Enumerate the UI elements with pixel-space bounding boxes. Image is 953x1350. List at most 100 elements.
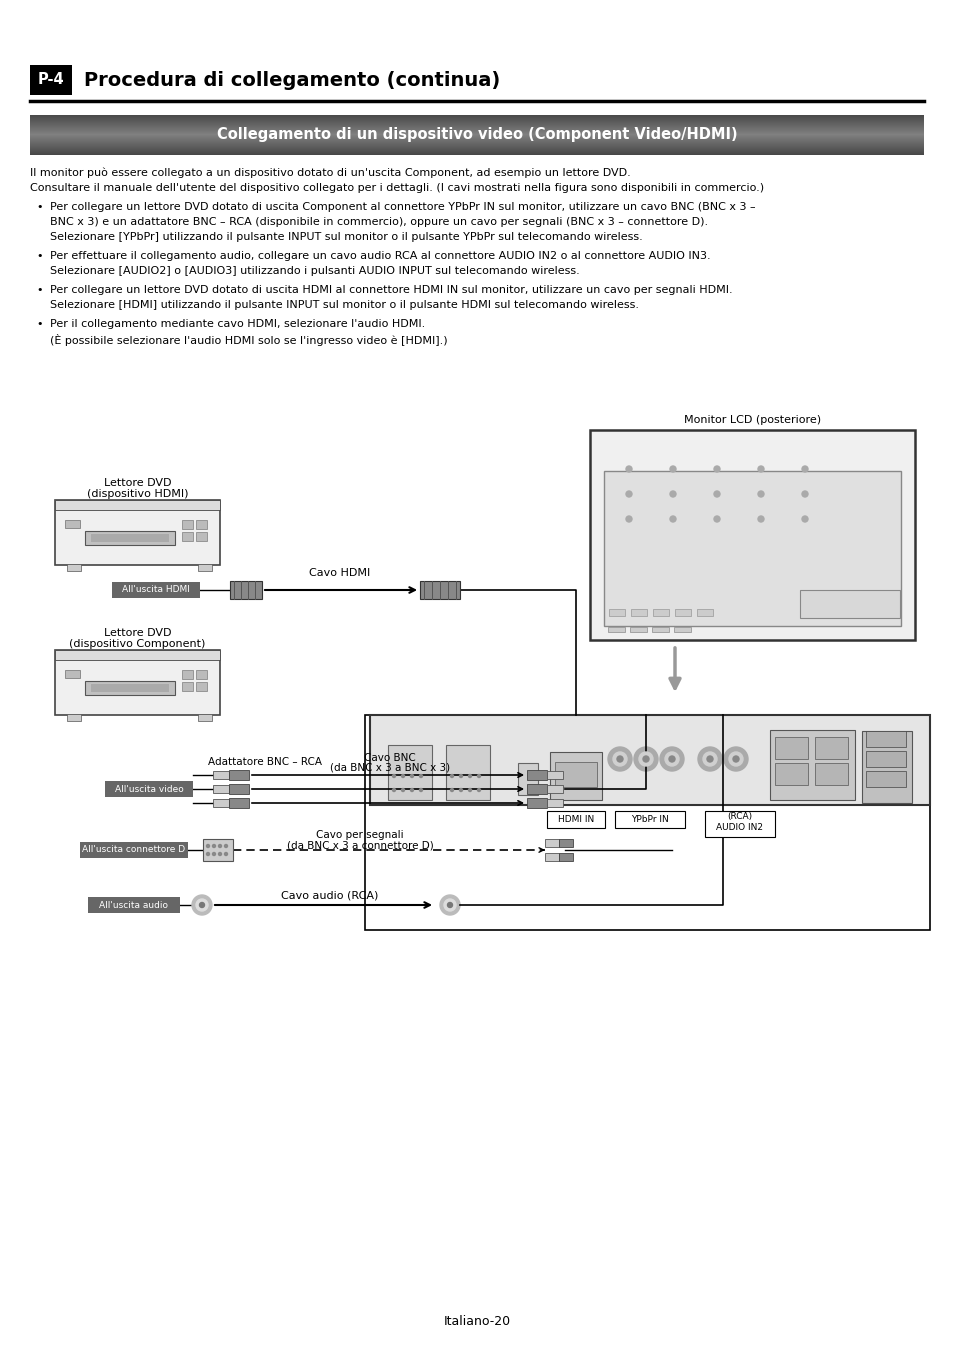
Circle shape bbox=[401, 775, 404, 778]
Text: Lettore DVD: Lettore DVD bbox=[104, 478, 172, 487]
Bar bbox=[203, 838, 233, 861]
Text: P-4: P-4 bbox=[38, 73, 64, 88]
Bar bbox=[229, 769, 249, 780]
Circle shape bbox=[468, 775, 471, 778]
Text: Il monitor può essere collegato a un dispositivo dotato di un'uscita Component, : Il monitor può essere collegato a un dis… bbox=[30, 167, 630, 178]
Bar bbox=[182, 670, 193, 679]
Bar bbox=[607, 626, 624, 632]
Text: All'uscita video: All'uscita video bbox=[114, 784, 183, 794]
Bar bbox=[769, 730, 854, 801]
Bar bbox=[112, 582, 200, 598]
Bar bbox=[85, 680, 174, 695]
Circle shape bbox=[625, 466, 631, 472]
Text: Collegamento di un dispositivo video (Component Video/HDMI): Collegamento di un dispositivo video (Co… bbox=[216, 127, 737, 143]
Text: YPbPr IN: YPbPr IN bbox=[631, 814, 668, 824]
Circle shape bbox=[218, 852, 221, 856]
Circle shape bbox=[625, 491, 631, 497]
Circle shape bbox=[728, 752, 742, 765]
Text: (da BNC x 3 a connettore D): (da BNC x 3 a connettore D) bbox=[286, 840, 433, 850]
Bar bbox=[603, 471, 900, 626]
Bar bbox=[195, 532, 207, 541]
Text: •: • bbox=[36, 319, 43, 329]
Bar bbox=[55, 500, 220, 566]
Circle shape bbox=[459, 775, 462, 778]
Bar bbox=[704, 811, 774, 837]
Bar bbox=[419, 580, 459, 599]
Circle shape bbox=[758, 516, 763, 522]
Circle shape bbox=[801, 491, 807, 497]
Bar bbox=[105, 782, 193, 796]
Circle shape bbox=[410, 775, 413, 778]
Bar bbox=[546, 771, 562, 779]
Bar bbox=[67, 564, 81, 571]
Circle shape bbox=[664, 752, 679, 765]
Bar bbox=[91, 535, 169, 541]
Circle shape bbox=[702, 752, 717, 765]
Text: All'uscita connettore D: All'uscita connettore D bbox=[82, 845, 186, 855]
Circle shape bbox=[801, 466, 807, 472]
Bar bbox=[608, 609, 624, 616]
Bar bbox=[195, 670, 207, 679]
Bar bbox=[88, 896, 180, 913]
Bar bbox=[865, 751, 905, 767]
Circle shape bbox=[713, 516, 720, 522]
Text: (RCA): (RCA) bbox=[727, 813, 752, 822]
Bar bbox=[195, 520, 207, 529]
Text: Per il collegamento mediante cavo HDMI, selezionare l'audio HDMI.: Per il collegamento mediante cavo HDMI, … bbox=[50, 319, 425, 329]
Circle shape bbox=[607, 747, 631, 771]
Circle shape bbox=[706, 756, 712, 761]
Text: Per collegare un lettore DVD dotato di uscita HDMI al connettore HDMI IN sul mon: Per collegare un lettore DVD dotato di u… bbox=[50, 285, 732, 296]
Bar bbox=[862, 730, 911, 803]
Bar bbox=[526, 798, 546, 809]
Circle shape bbox=[450, 775, 453, 778]
Text: Selezionare [HDMI] utilizzando il pulsante INPUT sul monitor o il pulsante HDMI : Selezionare [HDMI] utilizzando il pulsan… bbox=[50, 300, 639, 310]
Bar bbox=[230, 580, 262, 599]
Circle shape bbox=[713, 491, 720, 497]
Bar bbox=[213, 784, 229, 792]
Circle shape bbox=[642, 756, 648, 761]
Bar bbox=[91, 684, 169, 693]
Bar bbox=[814, 763, 847, 784]
Circle shape bbox=[443, 899, 456, 911]
Bar bbox=[774, 737, 807, 759]
Circle shape bbox=[401, 788, 404, 791]
Text: (da BNC x 3 a BNC x 3): (da BNC x 3 a BNC x 3) bbox=[330, 763, 450, 774]
Bar bbox=[213, 799, 229, 807]
Bar bbox=[182, 520, 193, 529]
Text: •: • bbox=[36, 202, 43, 212]
Circle shape bbox=[218, 845, 221, 848]
Text: Cavo per segnali: Cavo per segnali bbox=[315, 830, 403, 840]
Bar bbox=[651, 626, 668, 632]
Bar bbox=[865, 771, 905, 787]
Bar bbox=[198, 714, 212, 721]
Circle shape bbox=[698, 747, 721, 771]
Text: All'uscita audio: All'uscita audio bbox=[99, 900, 169, 910]
Bar bbox=[229, 784, 249, 794]
Circle shape bbox=[450, 788, 453, 791]
Bar bbox=[652, 609, 668, 616]
Bar bbox=[555, 761, 597, 787]
Circle shape bbox=[801, 516, 807, 522]
Circle shape bbox=[613, 752, 626, 765]
Bar bbox=[800, 590, 899, 618]
Text: Italiano-20: Italiano-20 bbox=[443, 1315, 510, 1328]
Bar bbox=[697, 609, 712, 616]
Circle shape bbox=[669, 466, 676, 472]
Text: Cavo HDMI: Cavo HDMI bbox=[309, 568, 370, 578]
Bar bbox=[865, 730, 905, 747]
Bar bbox=[675, 609, 690, 616]
Bar bbox=[546, 811, 604, 828]
Circle shape bbox=[439, 895, 459, 915]
Circle shape bbox=[758, 466, 763, 472]
Circle shape bbox=[199, 903, 204, 907]
Bar bbox=[550, 752, 601, 801]
Bar bbox=[446, 745, 490, 801]
Bar bbox=[629, 626, 646, 632]
Text: Consultare il manuale dell'utente del dispositivo collegato per i dettagli. (I c: Consultare il manuale dell'utente del di… bbox=[30, 184, 763, 193]
Text: •: • bbox=[36, 251, 43, 261]
Bar bbox=[526, 769, 546, 780]
Bar bbox=[370, 716, 929, 805]
Text: Selezionare [YPbPr] utilizzando il pulsante INPUT sul monitor o il pulsante YPbP: Selezionare [YPbPr] utilizzando il pulsa… bbox=[50, 232, 642, 242]
Bar bbox=[544, 853, 558, 861]
Text: BNC x 3) e un adattatore BNC – RCA (disponibile in commercio), oppure un cavo pe: BNC x 3) e un adattatore BNC – RCA (disp… bbox=[50, 217, 707, 227]
